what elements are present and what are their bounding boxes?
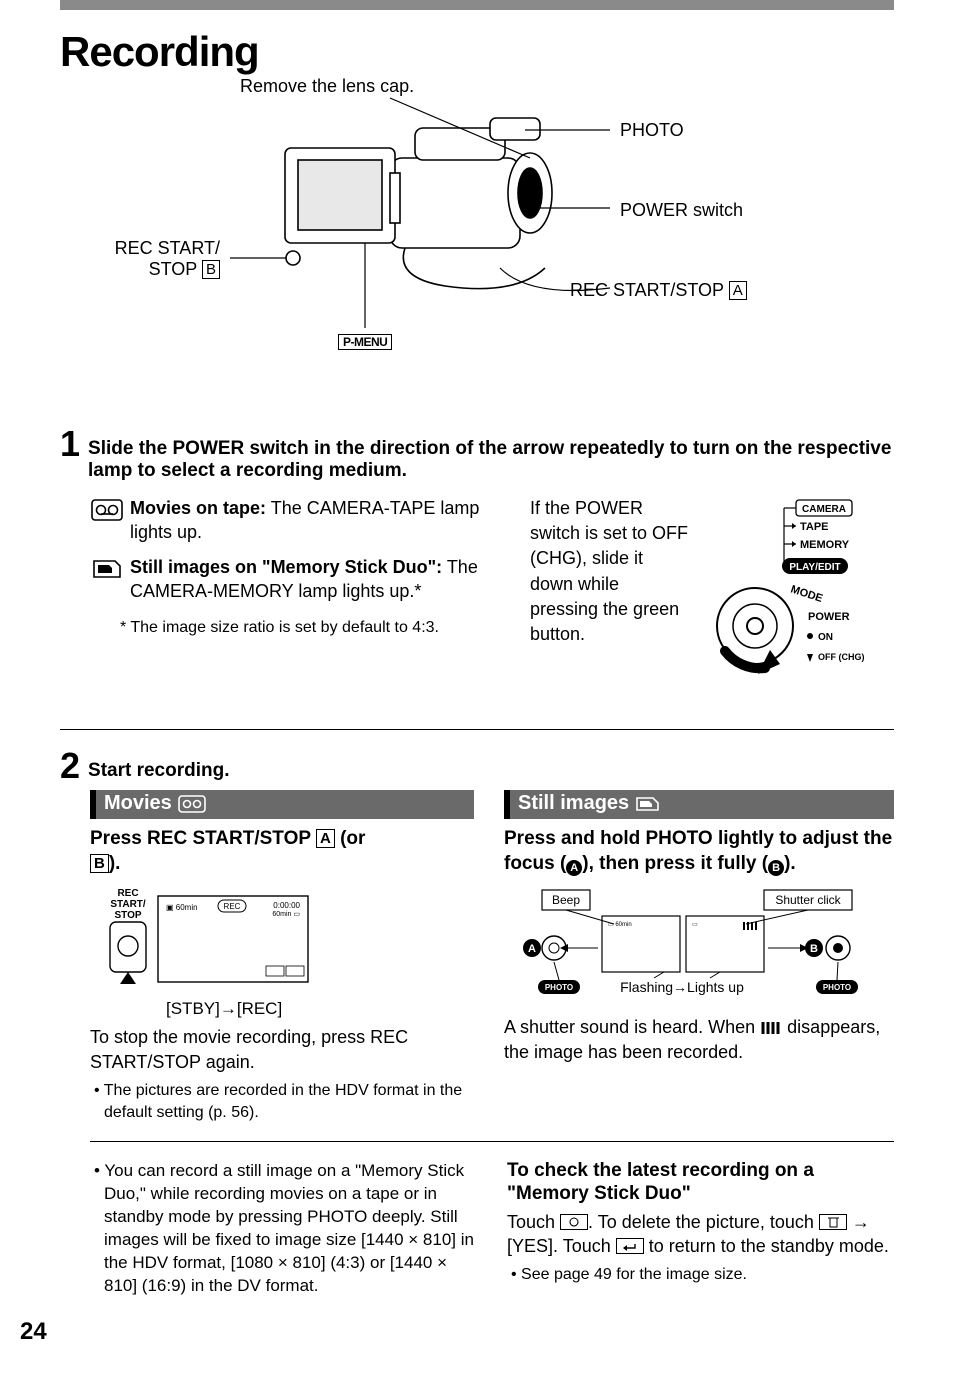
bottom-right-bullet: See page 49 for the image size. xyxy=(521,1264,894,1286)
label-photo: PHOTO xyxy=(620,120,684,141)
sw-memory: MEMORY xyxy=(800,539,850,551)
br-4: to return to the standby mode. xyxy=(644,1236,889,1256)
svg-text:Shutter click: Shutter click xyxy=(775,893,841,907)
bottom-right-text: Touch . To delete the picture, touch → [… xyxy=(507,1210,894,1259)
label-rec-b-l1: REC START/ xyxy=(115,238,220,258)
br-2: . To delete the picture, touch xyxy=(588,1212,819,1232)
movies-stop-text: To stop the movie recording, press REC S… xyxy=(90,1025,474,1074)
still-after-text: A shutter sound is heard. When disappear… xyxy=(504,1015,894,1064)
tape-icon-small xyxy=(178,795,206,813)
svg-text:60min ▭: 60min ▭ xyxy=(272,911,300,918)
svg-text:Flashing→Lights up: Flashing→Lights up xyxy=(620,979,744,995)
svg-text:▭: ▭ xyxy=(692,922,698,928)
memstick-icon-small xyxy=(635,795,661,813)
sa-1: A shutter sound is heard. When xyxy=(504,1017,760,1037)
page-title: Recording xyxy=(60,28,894,76)
mi-post: ). xyxy=(109,853,121,874)
svg-text:B: B xyxy=(810,943,818,955)
sw-tape: TAPE xyxy=(800,521,829,533)
svg-text:START/: START/ xyxy=(110,899,146,910)
stby-rec: [STBY]→[REC] xyxy=(166,999,474,1019)
still-header-bar: Still images xyxy=(504,790,894,819)
trash-icon xyxy=(819,1214,847,1230)
movies-header-bar: Movies xyxy=(90,790,474,819)
power-switch-diagram: TAPE MEMORY PLAY/EDIT MODE xyxy=(710,496,870,701)
movies-column: Movies Press REC START/STOP A (or B). RE… xyxy=(90,790,474,1123)
movies-label: Movies on tape: xyxy=(130,498,266,518)
sw-playedit: PLAY/EDIT xyxy=(789,562,840,573)
step1-footnote: * The image size ratio is set by default… xyxy=(120,619,510,637)
sw-mode: MODE xyxy=(789,583,824,605)
si-2: ), then press it fully ( xyxy=(582,853,768,874)
divider-2 xyxy=(90,1141,894,1142)
svg-text:PHOTO: PHOTO xyxy=(823,983,851,992)
tape-icon xyxy=(90,498,124,522)
svg-text:CAMERA: CAMERA xyxy=(802,504,846,515)
still-images-text: Still images on "Memory Stick Duo": The … xyxy=(130,555,510,604)
still-header-text: Still images xyxy=(518,792,629,815)
si-3: ). xyxy=(784,853,796,874)
label-pmenu: P-MENU xyxy=(338,330,392,351)
step1-left-col: Movies on tape: The CAMERA-TAPE lamp lig… xyxy=(90,496,510,701)
sw-on: ON xyxy=(818,632,833,643)
boxed-a: A xyxy=(729,281,747,300)
still-column: Still images Press and hold PHOTO lightl… xyxy=(504,790,894,1123)
review-icon xyxy=(560,1214,588,1230)
label-rec-a: REC START/STOP A xyxy=(570,280,747,301)
step-2-text: Start recording. xyxy=(88,760,229,782)
sw-power: POWER xyxy=(808,611,850,623)
svg-text:0:00:00: 0:00:00 xyxy=(273,901,300,910)
movies-on-tape-text: Movies on tape: The CAMERA-TAPE lamp lig… xyxy=(130,496,510,545)
bottom-right: To check the latest recording on a "Memo… xyxy=(507,1160,894,1298)
power-note: If the POWER switch is set to OFF (CHG),… xyxy=(530,496,690,701)
mi-pre: Press REC START/STOP xyxy=(90,828,316,849)
page-top-bar xyxy=(60,0,894,10)
pmenu-box: P-MENU xyxy=(338,334,392,350)
label-rec-b: REC START/ STOP B xyxy=(80,238,220,280)
svg-text:STOP: STOP xyxy=(114,910,141,921)
svg-text:▣ 60min: ▣ 60min xyxy=(166,903,198,912)
label-rec-b-l2: STOP xyxy=(149,259,202,279)
step-2-number: 2 xyxy=(60,748,80,784)
circ-b: B xyxy=(768,860,784,876)
camera-diagram: Remove the lens cap. xyxy=(60,80,894,400)
movies-lcd-diagram: REC START/ STOP ▣ 60min REC 0:00:00 60mi… xyxy=(100,884,474,1019)
mi-b: B xyxy=(90,854,109,873)
svg-text:REC: REC xyxy=(224,902,241,911)
mi-mid: (or xyxy=(335,828,366,849)
still-label: Still images on "Memory Stick Duo": xyxy=(130,557,442,577)
svg-text:A: A xyxy=(528,943,536,955)
page-number: 24 xyxy=(20,1318,894,1346)
movies-instruction: Press REC START/STOP A (or B). xyxy=(90,827,474,876)
br-1: Touch xyxy=(507,1212,560,1232)
return-icon xyxy=(616,1238,644,1254)
step-1-text: Slide the POWER switch in the direction … xyxy=(88,438,894,482)
movies-bullet: The pictures are recorded in the HDV for… xyxy=(104,1080,474,1123)
step-1: 1 Slide the POWER switch in the directio… xyxy=(60,426,894,701)
step-1-number: 1 xyxy=(60,426,80,462)
boxed-b: B xyxy=(202,260,220,279)
label-power-switch: POWER switch xyxy=(620,200,743,221)
label-rec-a-text: REC START/STOP xyxy=(570,280,729,300)
bottom-right-heading: To check the latest recording on a "Memo… xyxy=(507,1160,894,1206)
step-2: 2 Start recording. Movies Press REC STAR… xyxy=(60,748,894,1123)
memory-stick-icon xyxy=(90,557,124,581)
movies-header-text: Movies xyxy=(104,792,172,815)
camcorder-illustration xyxy=(190,88,610,348)
svg-text:REC: REC xyxy=(117,888,138,899)
asterisk: * xyxy=(414,581,421,601)
bottom-left-bullet: You can record a still image on a "Memor… xyxy=(104,1160,477,1298)
circ-a: A xyxy=(566,860,582,876)
bars-icon xyxy=(760,1021,782,1035)
svg-text:Beep: Beep xyxy=(552,893,580,907)
mi-a: A xyxy=(316,829,335,848)
divider-1 xyxy=(60,729,894,730)
sw-off: OFF (CHG) xyxy=(818,652,865,662)
svg-text:PHOTO: PHOTO xyxy=(545,983,573,992)
bottom-left: You can record a still image on a "Memor… xyxy=(90,1160,477,1298)
still-lcd-diagram: Beep Shutter click ▭ 60min ▭ A xyxy=(514,884,894,1009)
still-instruction: Press and hold PHOTO lightly to adjust t… xyxy=(504,827,894,876)
svg-text:▭ 60min: ▭ 60min xyxy=(608,922,632,928)
